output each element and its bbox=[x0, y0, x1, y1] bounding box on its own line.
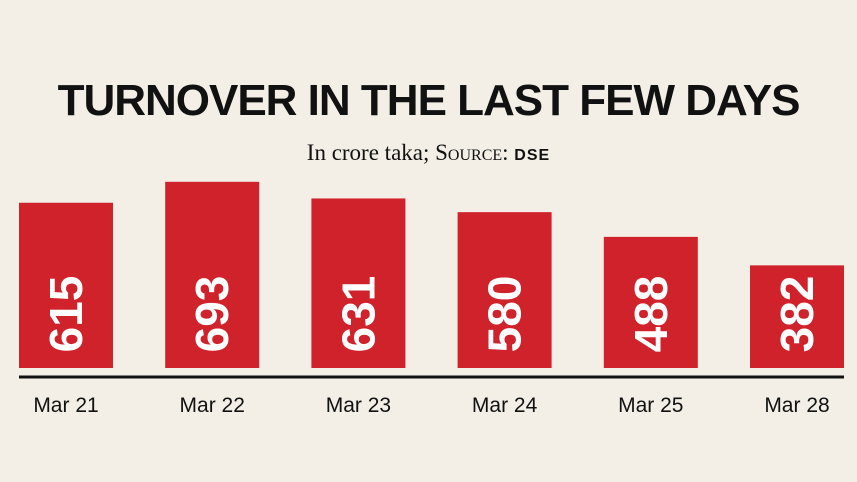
bar-mar-22 bbox=[165, 181, 260, 368]
chart-subtitle: In crore taka; Source: DSE bbox=[0, 140, 857, 166]
data-label: 580 bbox=[479, 276, 531, 353]
bar-mar-24 bbox=[457, 212, 552, 368]
source-name: DSE bbox=[514, 147, 551, 164]
data-label: 693 bbox=[186, 276, 238, 353]
data-label: 382 bbox=[771, 276, 823, 353]
data-label: 631 bbox=[332, 276, 384, 353]
x-tick-label: Mar 22 bbox=[180, 394, 245, 417]
x-tick-label: Mar 23 bbox=[326, 394, 391, 417]
bar-mar-25 bbox=[603, 236, 698, 368]
bar-mar-21 bbox=[19, 202, 113, 368]
bar-mar-28 bbox=[750, 265, 844, 368]
x-tick-label: Mar 24 bbox=[472, 394, 538, 417]
unit-text: In crore taka; bbox=[306, 140, 430, 165]
data-label: 488 bbox=[625, 276, 677, 353]
source-label: Source: bbox=[435, 140, 509, 165]
x-tick-label: Mar 21 bbox=[33, 394, 98, 417]
bar-mar-23 bbox=[311, 198, 406, 368]
x-tick-label: Mar 28 bbox=[764, 394, 829, 417]
chart-title: TURNOVER IN THE LAST FEW DAYS bbox=[57, 76, 801, 125]
x-tick-label: Mar 25 bbox=[618, 394, 683, 417]
data-label: 615 bbox=[40, 276, 92, 353]
